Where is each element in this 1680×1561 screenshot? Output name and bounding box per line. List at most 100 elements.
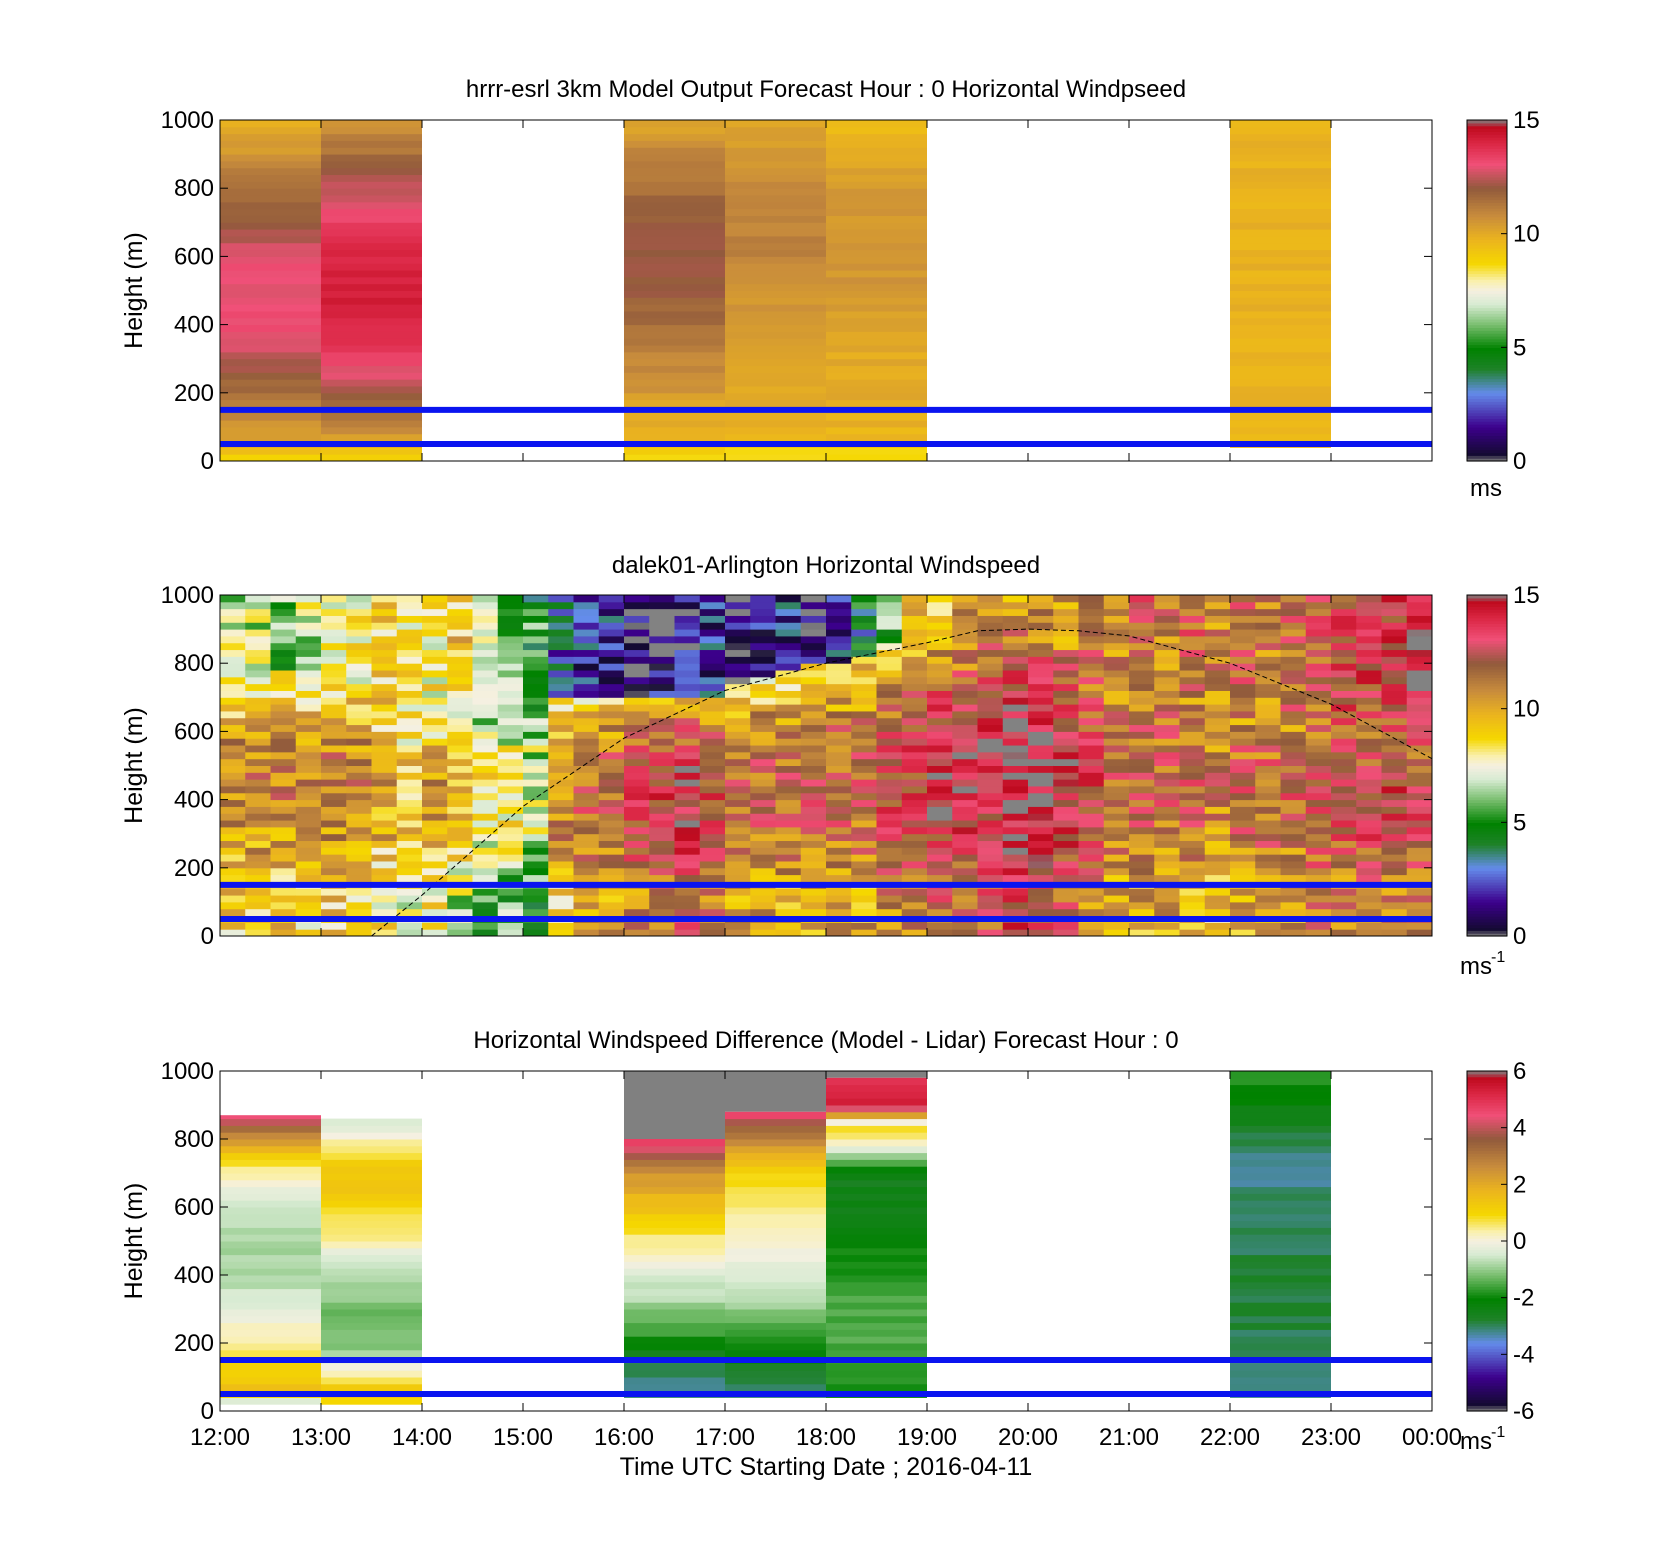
heatmap-cell [1204,717,1231,726]
heatmap-cell [1305,649,1332,657]
heatmap-cell [876,724,903,732]
heatmap-cell [1331,929,1357,937]
y-tick-label: 800 [174,1126,214,1153]
heatmap-cell [220,1397,321,1405]
heatmap-cell [1305,690,1332,698]
heatmap-cell [1078,710,1105,719]
heatmap-cell [699,840,726,848]
heatmap-cell [573,717,600,726]
y-tick-label: 1000 [161,1058,214,1085]
heatmap-cell [826,1241,927,1249]
heatmap-cell [1103,704,1130,712]
heatmap-cell [699,792,726,801]
heatmap-cell [245,860,271,869]
colorbar-segment [1467,702,1507,707]
heatmap-cell [624,1363,725,1371]
heatmap-cell [725,392,826,401]
colorbar-segment [1467,1360,1507,1364]
heatmap-cell [952,895,978,903]
heatmap-cell [321,385,422,394]
heatmap-cell [1129,847,1155,855]
heatmap-cell [725,454,826,462]
heatmap-cell [1406,731,1433,739]
heatmap-cell [624,1329,725,1337]
colorbar-segment [1467,1292,1507,1296]
heatmap-cell [826,133,927,141]
heatmap-cell [1230,174,1331,182]
heatmap-cell [1255,929,1281,937]
heatmap-cell [826,297,927,305]
heatmap-cell [826,595,852,603]
colorbar-segment [1467,120,1507,124]
heatmap-cell [826,1275,927,1283]
panel-title: dalek01-Arlington Horizontal Windspeed [612,552,1040,579]
heatmap-cell [472,635,499,644]
heatmap-cell [1204,874,1231,882]
heatmap-cell [624,1139,725,1147]
heatmap-cell [396,635,423,644]
heatmap-cell [548,738,574,746]
heatmap-cell [295,683,322,691]
heatmap-cell [497,595,524,603]
heatmap-cell [1305,595,1332,603]
colorbar-segment [1467,850,1507,855]
heatmap-cell [1230,1166,1331,1174]
heatmap-cell [1103,683,1130,691]
heatmap-cell [624,372,725,380]
heatmap-cell [826,622,852,630]
heatmap-cell [220,1200,321,1208]
heatmap-cell [977,765,1004,773]
heatmap-cell [245,901,271,910]
heatmap-cell [573,772,600,780]
heatmap-cell [1280,629,1307,637]
heatmap-cell [901,860,928,869]
heatmap-cell [321,447,422,455]
heatmap-cell [220,799,246,807]
heatmap-cell [826,1186,927,1194]
heatmap-cell [1280,622,1307,630]
heatmap-cell [548,615,574,623]
heatmap-cell [523,929,549,937]
colorbar-segment [1467,1133,1507,1137]
heatmap-cell [876,663,903,671]
heatmap-cell [725,1254,826,1262]
heatmap-cell [1331,758,1357,766]
heatmap-cell [1406,656,1433,664]
colorbar-tick-label: 15 [1513,582,1540,609]
heatmap-cell [1406,649,1433,657]
heatmap-cell [371,799,398,807]
heatmap-cell [851,758,877,766]
heatmap-cell [1280,799,1307,807]
heatmap-cell [220,1118,321,1126]
heatmap-cell [750,745,776,753]
colorbar-segment [1467,785,1507,789]
heatmap-cell [1305,629,1332,637]
heatmap-cell [1305,601,1332,610]
heatmap-cell [1356,595,1382,603]
heatmap-cell [927,820,953,828]
heatmap-cell [1129,751,1155,760]
heatmap-cell [977,690,1004,698]
heatmap-cell [1381,813,1408,821]
heatmap-cell [826,147,927,155]
heatmap-cell [346,615,372,623]
heatmap-cell [1356,635,1382,644]
heatmap-cell [800,860,827,869]
heatmap-cell [1103,847,1130,855]
heatmap-cell [826,1098,927,1106]
heatmap-cell [1255,765,1281,773]
heatmap-cell [1230,1105,1331,1113]
heatmap-cell [321,181,422,189]
colorbar-segment [1467,1102,1507,1106]
colorbar-segment [1467,142,1507,147]
colorbar-segment [1467,1351,1507,1355]
heatmap-cell [901,649,928,657]
heatmap-cell [750,792,776,801]
heatmap-cell [371,738,398,746]
heatmap-cell [699,820,726,828]
heatmap-cell [624,690,650,698]
heatmap-cell [396,779,423,787]
colorbar-segment [1467,412,1507,417]
heatmap-cell [270,826,297,835]
heatmap-cell [649,908,675,917]
